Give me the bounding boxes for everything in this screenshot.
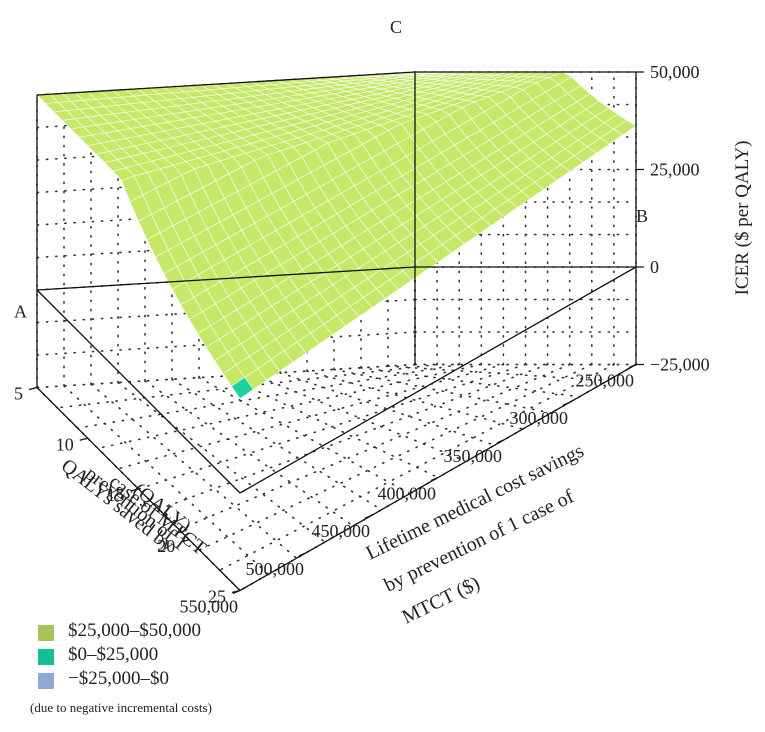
grid-line	[144, 380, 354, 527]
cost-tick-mark	[496, 439, 505, 444]
grid-line	[178, 363, 571, 531]
zero-plane-edge	[36, 289, 241, 494]
cost-tick-label: 500,000	[246, 559, 305, 579]
cost-tick-mark	[430, 476, 439, 482]
qaly-tick-label: 5	[14, 384, 23, 404]
grid-line	[117, 381, 326, 543]
legend-label-mid: $0–$25,000	[68, 644, 159, 665]
grid-line	[306, 370, 524, 430]
cost-tick-label: 350,000	[444, 446, 503, 466]
qaly-tick-label: 20	[157, 536, 175, 556]
legend-label-low: −$25,000–$0	[68, 668, 169, 689]
cost-tick-label: 300,000	[510, 408, 569, 428]
surface-cell	[231, 376, 254, 400]
cost-tick-label: 550,000	[180, 597, 239, 617]
top-edge	[36, 71, 416, 96]
qaly-tick-label: 10	[56, 434, 74, 454]
cost-tick-label: 400,000	[378, 484, 437, 504]
z-tick-label: 0	[650, 257, 659, 277]
grid-line	[137, 363, 527, 490]
qaly-tick-mark	[79, 437, 88, 441]
cost-tick-mark	[298, 552, 307, 557]
legend-swatch-high	[38, 625, 54, 641]
corner-label-c: C	[390, 17, 402, 37]
qaly-tick-label: 15	[107, 485, 125, 505]
z-axis-label: ICER ($ per QALY)	[732, 141, 753, 296]
grid-line	[198, 376, 411, 495]
legend-swatch-low	[38, 673, 54, 689]
z-tick-label: 25,000	[650, 160, 700, 180]
grid-line	[56, 363, 438, 409]
legend-label-high: $25,000–$50,000	[68, 620, 201, 641]
z-tick-label: −25,000	[650, 355, 710, 375]
zero-plane-edge	[36, 266, 416, 291]
grid-line	[252, 373, 468, 463]
grid-line	[97, 363, 483, 450]
corner-label-b: B	[636, 206, 648, 226]
qaly-tick-mark	[130, 488, 139, 492]
cost-tick-mark	[628, 363, 637, 369]
grid-line	[387, 365, 609, 382]
cost-tick-label: 250,000	[576, 371, 635, 391]
grid-line	[171, 378, 383, 511]
zero-plane-edge	[239, 266, 637, 494]
grid-line	[117, 363, 505, 470]
axes-frame	[28, 71, 644, 595]
legend-note: (due to negative incremental costs)	[30, 700, 212, 715]
grid-line	[333, 368, 552, 414]
surface	[36, 71, 637, 400]
cost-tick-mark	[562, 401, 571, 406]
cost-tick-mark	[232, 589, 241, 595]
corner-label-a: A	[14, 301, 27, 321]
qaly-tick-mark	[181, 539, 190, 543]
grid-line	[360, 366, 581, 398]
qaly-tick-mark	[28, 386, 38, 391]
cost-tick-label: 450,000	[312, 521, 371, 541]
cost-tick-mark	[364, 514, 373, 519]
grid-line	[63, 385, 270, 576]
z-tick-label: 50,000	[650, 62, 700, 82]
grid-line	[279, 371, 496, 447]
legend-swatch-mid	[38, 649, 54, 665]
qaly-tick-label: 25	[208, 587, 226, 607]
